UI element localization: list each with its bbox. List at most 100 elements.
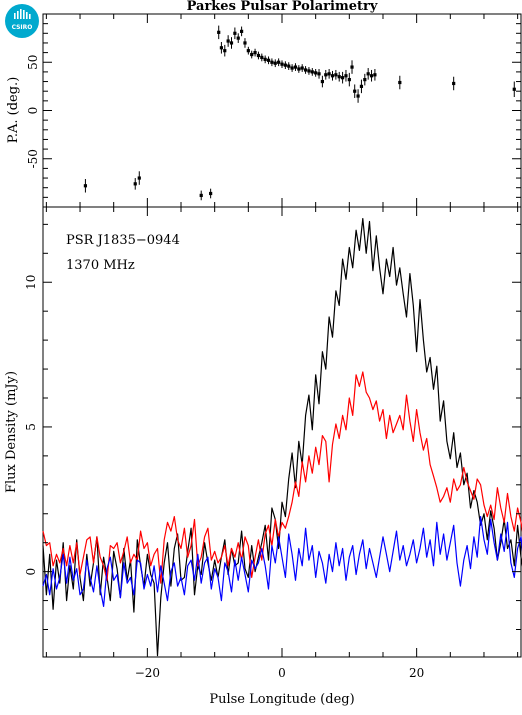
pa-marker [344, 74, 348, 78]
pa-point [310, 68, 314, 76]
pa-marker [219, 46, 224, 50]
pa-point [340, 71, 345, 84]
flux-axis-title: Flux Density (mJy) [4, 371, 19, 493]
pa-point [133, 178, 137, 190]
pa-point [219, 41, 224, 54]
pa-point [300, 64, 304, 72]
pa-marker [229, 41, 234, 45]
flux-axis-ticks: 0 5 10 −20 0 20 [24, 207, 521, 680]
pa-point [137, 171, 141, 185]
pa-marker [334, 73, 338, 77]
pa-marker [233, 31, 237, 35]
pa-marker [330, 74, 335, 78]
pa-marker [223, 49, 227, 53]
pa-point [356, 89, 360, 103]
pa-point [260, 53, 264, 62]
csiro-logo-circle [5, 4, 39, 38]
pa-marker [356, 94, 360, 98]
pa-marker [260, 55, 264, 60]
pa-marker [398, 80, 402, 85]
pa-point [297, 65, 301, 73]
pa-point [199, 190, 203, 201]
pa-marker [137, 176, 141, 180]
pa-marker [287, 64, 291, 68]
pa-marker [243, 41, 247, 45]
pa-marker [270, 60, 274, 64]
csiro-logo: CSIRO [5, 4, 39, 38]
pa-marker [240, 29, 244, 33]
pa-point [334, 69, 338, 80]
pa-point [366, 68, 370, 80]
pa-point [314, 69, 318, 77]
pa-marker [303, 68, 308, 72]
pa-y-tick-label: 50 [26, 55, 40, 70]
pa-point [229, 37, 234, 49]
pa-marker [353, 89, 357, 93]
pa-point [363, 73, 367, 86]
pa-point [330, 70, 335, 81]
pa-marker [307, 69, 311, 73]
flux-panel-frame [42, 206, 522, 658]
flux-y-tick-label: 10 [24, 275, 38, 290]
pa-marker [253, 51, 257, 55]
pa-marker [236, 36, 240, 40]
flux-lines [42, 218, 522, 657]
pa-point [217, 25, 221, 40]
pa-marker [263, 57, 267, 61]
linear-polarization-line [42, 371, 522, 584]
csiro-logo-text: CSIRO [12, 24, 33, 31]
pa-marker [366, 72, 370, 76]
pa-marker [324, 73, 328, 77]
pa-marker [293, 65, 298, 69]
pa-point [320, 75, 324, 88]
pa-point [283, 61, 287, 70]
pa-point [240, 26, 244, 37]
pa-point [233, 27, 237, 40]
pa-marker [340, 76, 345, 80]
pa-marker [266, 58, 271, 62]
pa-marker [246, 49, 250, 53]
pa-point [223, 44, 227, 57]
circular-polarization-line [42, 515, 522, 608]
pa-point [344, 69, 348, 82]
pa-marker [217, 30, 221, 34]
pa-point [373, 69, 377, 81]
pa-marker [290, 66, 294, 70]
pa-marker [317, 72, 321, 76]
frequency-label: 1370 MHz [66, 258, 135, 273]
pa-point [209, 188, 213, 199]
pa-point [287, 62, 291, 70]
pa-marker [363, 78, 367, 82]
pa-marker [327, 72, 331, 76]
pa-y-tick-label: 0 [26, 107, 40, 115]
pa-point [512, 81, 516, 97]
pa-marker [310, 70, 314, 74]
pa-point [353, 84, 357, 98]
pa-marker [273, 61, 277, 65]
pa-marker [300, 66, 304, 70]
pa-panel-frame [42, 13, 522, 208]
pa-marker [133, 182, 137, 186]
pa-point [226, 35, 230, 47]
pa-point [290, 64, 294, 72]
flux-y-tick-label: 5 [24, 423, 38, 431]
csiro-logo-bars [14, 9, 31, 19]
pa-points [83, 25, 516, 201]
pa-marker [359, 84, 364, 88]
x-tick-label: 20 [409, 666, 424, 680]
pa-marker [256, 53, 261, 58]
x-tick-label: −20 [135, 666, 160, 680]
total-intensity-line [42, 218, 522, 657]
pa-point [452, 76, 456, 91]
pa-marker [320, 79, 324, 84]
pa-axis-ticks: -50 0 50 [26, 14, 521, 207]
pa-point [327, 69, 331, 79]
pa-point [317, 69, 321, 79]
pa-marker [199, 193, 203, 198]
pa-marker [209, 191, 213, 196]
pa-y-tick-label: -50 [26, 149, 40, 168]
x-axis-title: Pulse Longitude (deg) [209, 692, 354, 707]
chart-title: Parkes Pulsar Polarimetry [187, 0, 378, 14]
